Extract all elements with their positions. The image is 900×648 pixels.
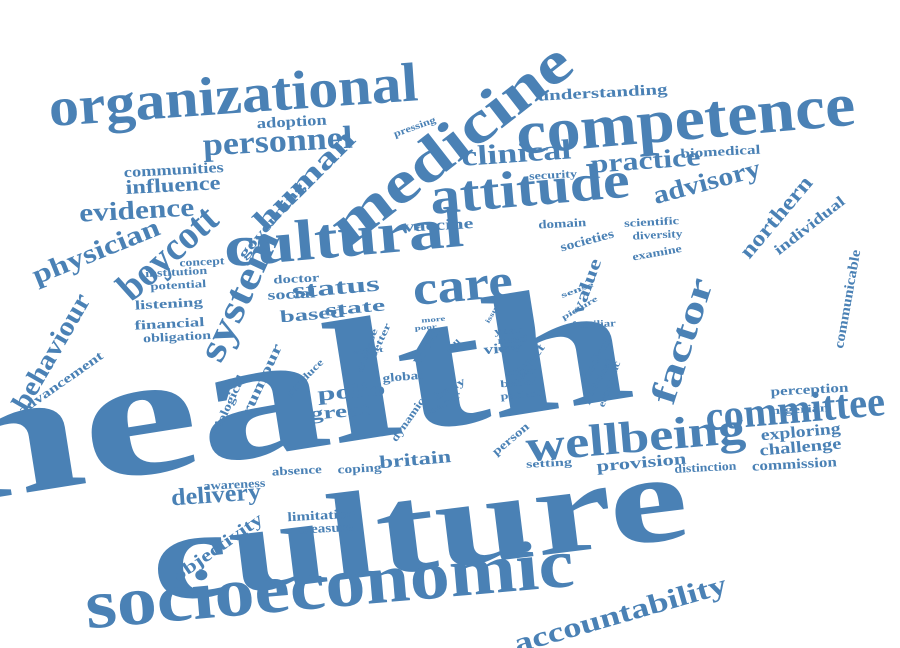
word-nigerian: nigerian <box>770 401 830 417</box>
word-domain: domain <box>537 215 587 232</box>
word-biomedical: biomedical <box>679 141 761 161</box>
word-factor: factor <box>642 272 721 409</box>
word-setting: setting <box>525 455 573 471</box>
word-diversity: diversity <box>632 227 683 243</box>
word-awareness: awareness <box>203 475 266 493</box>
word-doctor: doctor <box>272 270 320 287</box>
word-adoption: adoption <box>256 112 328 132</box>
word-concept: concept <box>178 254 225 269</box>
word-commission: commission <box>751 455 837 475</box>
word-absence: absence <box>271 462 323 479</box>
word-communicable: communicable <box>832 248 865 350</box>
word-evidence: evidence <box>77 192 195 228</box>
word-potential: potential <box>149 277 207 293</box>
word-examine: examine <box>631 242 683 263</box>
word-measure: measure <box>297 518 353 537</box>
word-scientific: scientific <box>623 214 679 230</box>
word-distinction: distinction <box>674 458 737 476</box>
word-vaccine: vaccine <box>403 215 474 236</box>
word-perception: perception <box>770 379 849 399</box>
word-great: great <box>308 398 371 424</box>
word-more: more <box>421 314 446 325</box>
word-poor: poor <box>414 322 438 332</box>
word-based: based <box>278 301 345 326</box>
word-many: many <box>497 341 523 352</box>
word-obligation: obligation <box>142 327 212 346</box>
word-listening: listening <box>134 293 204 313</box>
word-security: security <box>528 167 578 183</box>
word-coping: coping <box>337 460 382 477</box>
word-social: social <box>267 286 316 304</box>
word-organizational: organizational <box>46 50 420 138</box>
word-global: global <box>381 367 424 386</box>
